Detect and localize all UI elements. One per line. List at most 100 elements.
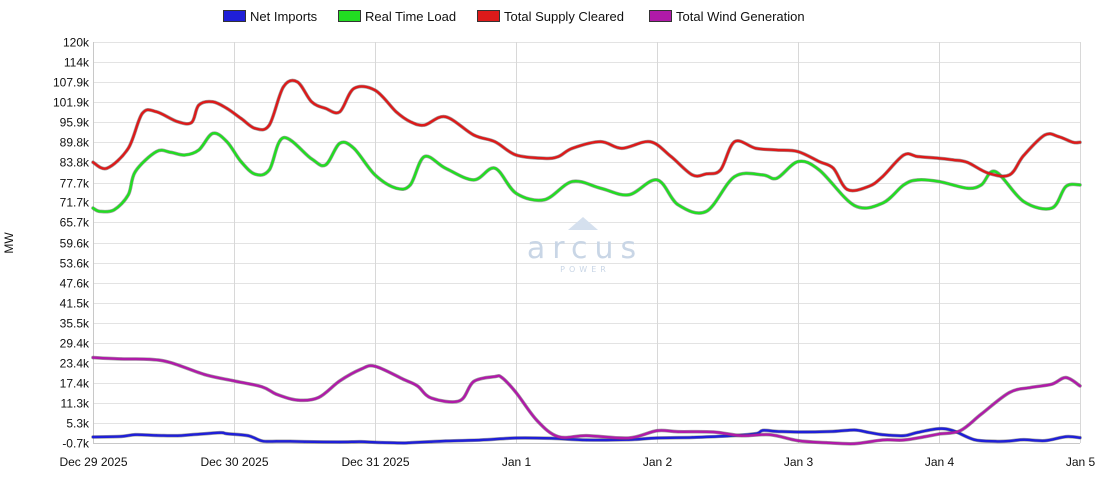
data-point-total-supply-cleared [846,188,849,191]
data-point-total-supply-cleared [423,124,426,127]
data-point-real-time-load [268,168,271,171]
y-tick-label: 35.5k [60,317,90,331]
data-point-real-time-load [881,202,884,205]
data-point-net-imports [761,429,764,432]
data-point-total-wind-generation [740,434,743,437]
data-point-real-time-load [423,155,426,158]
data-point-total-wind-generation [557,435,560,438]
data-point-total-supply-cleared [514,153,518,157]
data-point-total-wind-generation [458,399,461,402]
data-point-real-time-load [169,151,172,154]
chart-legend: Net Imports Real Time Load Total Supply Cl… [223,9,805,24]
data-point-total-supply-cleared [1071,141,1075,144]
y-tick-label: 65.7k [60,216,90,230]
data-point-total-supply-cleared [1078,141,1082,144]
data-point-total-supply-cleared [670,155,673,158]
series-line-total-supply-cleared[interactable] [91,79,1082,192]
data-point-total-wind-generation [1064,376,1067,379]
data-point-total-supply-cleared [571,147,574,150]
data-point-real-time-load [239,160,243,163]
data-point-total-supply-cleared [106,167,109,170]
data-point-real-time-load [916,178,919,181]
data-point-total-wind-generation [416,384,419,387]
legend-swatch [338,10,361,22]
data-point-total-wind-generation [204,373,207,376]
data-point-real-time-load [211,132,214,135]
data-point-total-supply-cleared [952,158,955,161]
legend-item-real-time-load[interactable]: Real Time Load [338,9,457,24]
data-point-total-wind-generation [261,385,264,388]
data-point-real-time-load [113,208,116,211]
data-point-net-imports [409,441,412,444]
data-point-total-supply-cleared [1022,154,1025,157]
data-point-real-time-load [599,187,602,190]
series-line-total-wind-generation[interactable] [91,356,1082,445]
data-point-total-wind-generation [825,441,828,444]
x-tick-label: Jan 4 [925,455,955,469]
data-point-net-imports [514,436,518,440]
data-point-real-time-load [310,157,313,160]
data-point-net-imports [338,440,341,444]
data-point-net-imports [796,430,800,434]
data-point-net-imports [176,434,179,437]
data-point-total-supply-cleared [296,80,299,83]
y-tick-label: 101.9k [53,96,90,110]
data-point-net-imports [881,433,884,436]
data-point-real-time-load [966,187,969,190]
data-point-total-supply-cleared [832,167,835,170]
data-point-total-supply-cleared [254,127,257,130]
data-point-real-time-load [134,170,137,173]
data-point-total-supply-cleared [197,104,200,107]
data-point-total-supply-cleared [557,155,560,158]
data-point-net-imports [832,430,835,433]
y-tick-label: 107.9k [53,76,90,90]
y-tick-label: 114k [64,56,90,70]
watermark-tagline: POWER [560,265,610,274]
data-point-total-supply-cleared [648,140,652,143]
data-point-real-time-load [796,160,800,163]
data-point-total-wind-generation [1050,383,1053,386]
y-tick-label: -0.7k [62,437,90,451]
data-point-net-imports [289,440,292,443]
data-point-total-supply-cleared [239,117,243,120]
data-point-total-supply-cleared [937,157,941,160]
y-tick-label: 47.6k [60,277,90,291]
data-point-real-time-load [775,177,779,180]
data-point-total-supply-cleared [719,168,722,171]
data-point-net-imports [134,433,137,436]
data-point-total-supply-cleared [916,155,919,158]
series-line-net-imports[interactable] [91,427,1082,445]
data-point-total-wind-generation [853,442,856,445]
legend-item-total-wind-generation[interactable]: Total Wind Generation [649,9,805,24]
data-point-net-imports [655,436,659,440]
data-point-real-time-load [444,167,447,170]
data-point-total-supply-cleared [818,160,821,163]
data-point-real-time-load [761,173,764,176]
data-point-total-supply-cleared [268,124,271,127]
data-point-total-supply-cleared [444,115,447,118]
data-point-total-wind-generation [536,419,539,422]
data-point-total-supply-cleared [211,100,214,103]
data-point-net-imports [388,441,391,444]
data-point-total-supply-cleared [190,121,193,124]
data-point-real-time-load [543,198,546,201]
data-point-net-imports [444,439,447,443]
data-point-real-time-load [338,142,341,145]
data-point-total-supply-cleared [902,153,905,157]
data-point-real-time-load [994,170,997,173]
y-tick-label: 29.4k [60,337,90,351]
data-point-total-wind-generation [402,378,405,381]
data-point-net-imports [261,439,264,443]
data-point-total-wind-generation [338,379,341,382]
data-point-real-time-load [571,180,574,183]
data-point-net-imports [91,435,95,439]
series-layer [91,78,1082,446]
data-point-net-imports [853,428,856,432]
data-point-real-time-load [225,140,228,143]
legend-label: Total Wind Generation [676,9,805,24]
legend-item-total-supply-cleared[interactable]: Total Supply Cleared [477,9,624,24]
legend-item-net-imports[interactable]: Net Imports [223,9,318,24]
data-point-total-wind-generation [627,436,630,440]
data-point-total-supply-cleared [176,120,179,123]
data-point-total-supply-cleared [409,120,412,123]
